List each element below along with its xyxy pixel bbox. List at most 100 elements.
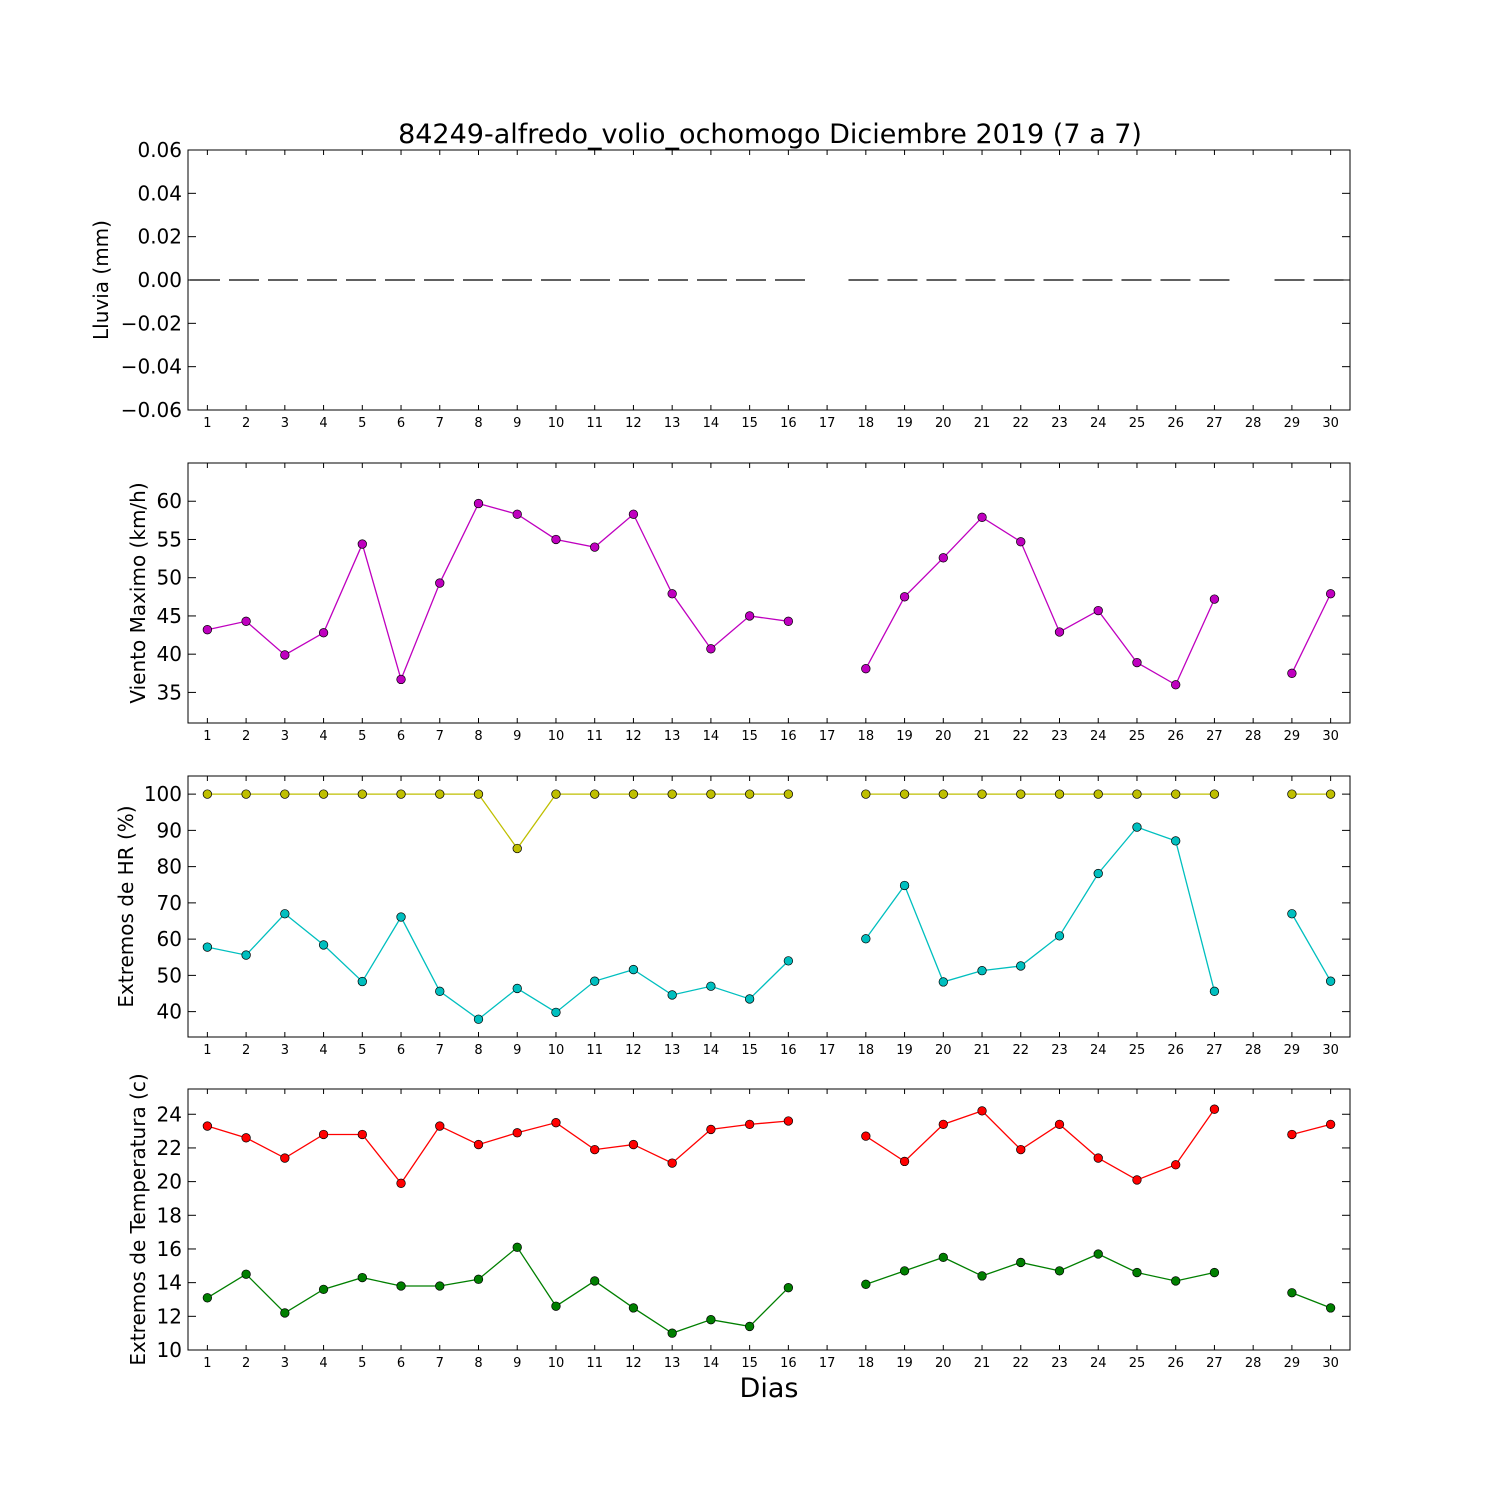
temperatura-point xyxy=(318,1284,329,1295)
lluvia-xtick-label: 13 xyxy=(664,416,681,431)
temperatura-point xyxy=(706,1124,716,1135)
temperatura-point xyxy=(1171,1276,1181,1286)
hr-point xyxy=(357,976,367,987)
viento-ytick-label: 60 xyxy=(157,489,182,513)
temperatura-point xyxy=(512,1242,522,1252)
viento-ytick-label: 40 xyxy=(157,642,182,666)
hr-point xyxy=(512,843,522,854)
hr-point xyxy=(1209,986,1220,996)
hr-point xyxy=(1209,789,1220,799)
temperatura-point xyxy=(861,1131,871,1141)
hr-point xyxy=(861,934,871,944)
viento-point xyxy=(1016,537,1026,547)
lluvia-xtick-label: 26 xyxy=(1167,416,1184,431)
hr-xtick-label: 18 xyxy=(858,1043,875,1058)
hr-point xyxy=(783,789,794,799)
viento-xtick-label: 13 xyxy=(664,729,681,744)
temperatura-xtick-label: 23 xyxy=(1051,1356,1068,1371)
viento-xtick-label: 16 xyxy=(780,729,797,744)
viento-point xyxy=(1054,627,1065,637)
figure-title: 84249-alfredo_volio_ochomogo Diciembre 2… xyxy=(398,119,1142,150)
viento-xtick-label: 11 xyxy=(586,729,603,744)
viento-point xyxy=(783,616,794,626)
temperatura-axes-frame xyxy=(187,1088,1351,1351)
temperatura-point xyxy=(473,1139,484,1150)
temperatura-point xyxy=(628,1303,639,1313)
hr-point xyxy=(241,789,251,799)
viento-series-line xyxy=(1291,593,1332,674)
viento-xtick-label: 2 xyxy=(242,729,250,744)
hr-xtick-label: 24 xyxy=(1090,1043,1107,1058)
hr-point xyxy=(783,956,794,966)
viento-xtick-label: 12 xyxy=(625,729,642,744)
hr-point xyxy=(977,966,987,976)
temperatura-point xyxy=(512,1128,522,1138)
viento-ytick-label: 55 xyxy=(157,527,182,551)
viento-xtick-label: 17 xyxy=(819,729,836,744)
temperatura-series-line xyxy=(1291,1292,1331,1309)
viento-axes-frame xyxy=(187,462,1351,724)
lluvia-ytick-label: −0.04 xyxy=(121,355,182,379)
temperatura-ytick-label: 18 xyxy=(157,1203,182,1227)
hr-point xyxy=(435,986,445,996)
temperatura-ytick-label: 12 xyxy=(157,1304,182,1328)
hr-point xyxy=(938,789,948,799)
temperatura-point xyxy=(744,1119,755,1130)
hr-xtick-label: 26 xyxy=(1167,1043,1184,1058)
viento-xtick-label: 15 xyxy=(741,729,758,744)
temperatura-xtick-label: 6 xyxy=(397,1356,405,1371)
viento-point xyxy=(1287,668,1297,678)
hr-xtick-label: 23 xyxy=(1051,1043,1068,1058)
hr-xtick-label: 21 xyxy=(974,1043,991,1058)
temperatura-point xyxy=(1054,1266,1065,1276)
viento-xtick-label: 4 xyxy=(319,729,327,744)
temperatura-point xyxy=(202,1293,213,1303)
viento-series-line xyxy=(207,502,789,682)
temperatura-point xyxy=(706,1315,716,1325)
hr-xtick-label: 7 xyxy=(436,1043,444,1058)
hr-xtick-label: 13 xyxy=(664,1043,681,1058)
temperatura-point xyxy=(1016,1144,1026,1155)
hr-point xyxy=(357,789,367,799)
hr-point xyxy=(628,789,639,799)
temperatura-ytick-label: 14 xyxy=(157,1271,182,1295)
temperatura-xtick-label: 28 xyxy=(1245,1356,1262,1371)
viento-ytick-label: 35 xyxy=(157,680,182,704)
viento-xtick-label: 19 xyxy=(896,729,913,744)
temperatura-point xyxy=(241,1133,251,1143)
temperatura-series-line xyxy=(865,1108,1215,1181)
temperatura-xtick-label: 12 xyxy=(625,1356,642,1371)
hr-xtick-label: 20 xyxy=(935,1043,952,1058)
temperatura-point xyxy=(318,1129,329,1140)
viento-point xyxy=(241,616,251,626)
temperatura-point xyxy=(861,1279,871,1289)
hr-xtick-label: 9 xyxy=(513,1043,521,1058)
viento-point xyxy=(706,644,716,654)
viento-point xyxy=(280,650,290,660)
temperatura-xtick-label: 10 xyxy=(548,1356,565,1371)
temperatura-point xyxy=(667,1328,677,1338)
viento-xtick-label: 20 xyxy=(935,729,952,744)
lluvia-xtick-label: 14 xyxy=(703,416,720,431)
hr-point xyxy=(1093,868,1103,879)
hr-point xyxy=(280,909,290,919)
lluvia-xtick-label: 11 xyxy=(586,416,603,431)
viento-point xyxy=(357,539,367,549)
hr-point xyxy=(1325,976,1336,986)
viento-point xyxy=(1209,594,1220,604)
temperatura-point xyxy=(938,1252,948,1263)
temperatura-point xyxy=(783,1116,794,1126)
temperatura-xtick-label: 5 xyxy=(358,1356,366,1371)
viento-point xyxy=(744,611,755,621)
temperatura-ytick-label: 10 xyxy=(157,1338,182,1362)
viento-point xyxy=(512,509,522,519)
hr-series-line xyxy=(865,826,1216,992)
temperatura-point xyxy=(1093,1153,1103,1163)
viento-series-line xyxy=(865,516,1216,686)
temperatura-series-line xyxy=(865,1253,1215,1285)
lluvia-xtick-label: 5 xyxy=(358,416,366,431)
lluvia-xtick-label: 8 xyxy=(474,416,482,431)
hr-xtick-label: 28 xyxy=(1245,1043,1262,1058)
temperatura-point xyxy=(1287,1129,1297,1140)
hr-point xyxy=(1054,931,1065,941)
